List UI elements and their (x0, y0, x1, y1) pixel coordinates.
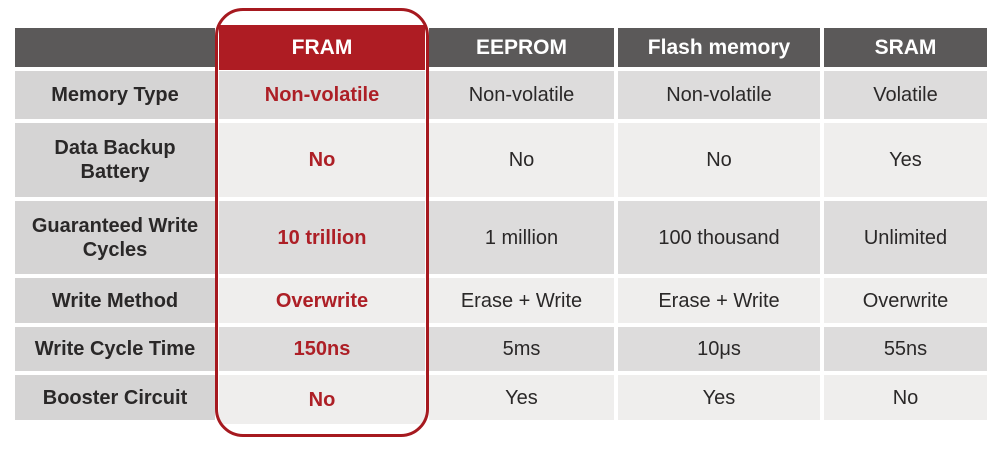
cell-data-backup-fram: No (219, 123, 425, 197)
cell-write-cycles-sram: Unlimited (824, 201, 987, 274)
cell-write-method-fram: Overwrite (219, 278, 425, 323)
cell-booster-flash: Yes (618, 375, 820, 420)
cell-write-cycles-eeprom: 1 million (429, 201, 614, 274)
header-corner-cell (15, 28, 215, 67)
row-label-data-backup-battery: Data Backup Battery (15, 123, 215, 197)
cell-data-backup-flash: No (618, 123, 820, 197)
cell-write-method-flash: Erase + Write (618, 278, 820, 323)
cell-cycle-time-sram: 55ns (824, 327, 987, 371)
cell-write-cycles-flash: 100 thousand (618, 201, 820, 274)
cell-data-backup-sram: Yes (824, 123, 987, 197)
row-label-write-method: Write Method (15, 278, 215, 323)
cell-booster-sram: No (824, 375, 987, 420)
cell-booster-fram: No (219, 375, 425, 424)
cell-write-cycles-fram: 10 trillion (219, 201, 425, 274)
cell-memory-type-sram: Volatile (824, 71, 987, 119)
cell-data-backup-eeprom: No (429, 123, 614, 197)
cell-write-method-eeprom: Erase + Write (429, 278, 614, 323)
row-label-memory-type: Memory Type (15, 71, 215, 119)
cell-write-method-sram: Overwrite (824, 278, 987, 323)
header-cell-sram: SRAM (824, 28, 987, 67)
row-label-booster-circuit: Booster Circuit (15, 375, 215, 420)
cell-memory-type-eeprom: Non-volatile (429, 71, 614, 119)
cell-cycle-time-fram: 150ns (219, 327, 425, 371)
header-cell-eeprom: EEPROM (429, 28, 614, 67)
cell-cycle-time-flash: 10μs (618, 327, 820, 371)
cell-memory-type-flash: Non-volatile (618, 71, 820, 119)
row-label-write-cycle-time: Write Cycle Time (15, 327, 215, 371)
header-cell-fram: FRAM (219, 25, 425, 70)
cell-memory-type-fram: Non-volatile (219, 71, 425, 119)
row-label-guaranteed-write-cycles: Guaranteed Write Cycles (15, 201, 215, 274)
header-cell-flash-memory: Flash memory (618, 28, 820, 67)
cell-booster-eeprom: Yes (429, 375, 614, 420)
table-grid: FRAM EEPROM Flash memory SRAM Memory Typ… (15, 25, 987, 424)
cell-cycle-time-eeprom: 5ms (429, 327, 614, 371)
